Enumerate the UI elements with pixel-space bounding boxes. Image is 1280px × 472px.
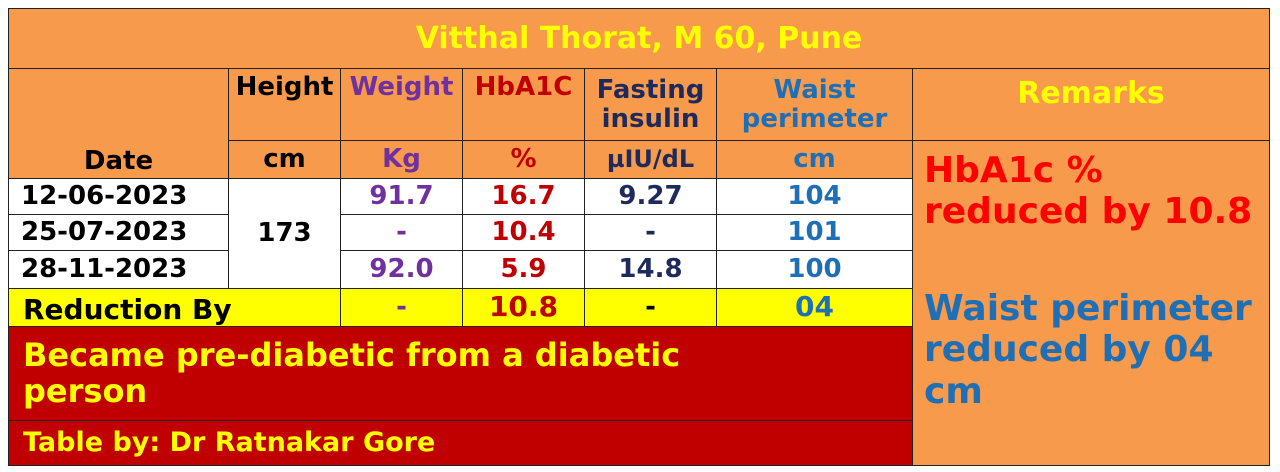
row-3-weight: 92.0 — [340, 250, 463, 289]
row-2-weight: - — [340, 214, 463, 251]
height-value: 173 — [228, 178, 341, 289]
header-height: Height — [228, 68, 341, 141]
summary-banner: Became pre-diabetic from a diabetic pers… — [8, 326, 913, 421]
unit-height: cm — [228, 140, 341, 179]
row-1-hba1c: 16.7 — [462, 178, 585, 215]
reduction-label: Reduction By — [8, 288, 341, 327]
header-remarks: Remarks — [912, 68, 1270, 141]
unit-insulin: µIU/dL — [584, 140, 717, 179]
reduction-insulin: - — [584, 288, 717, 327]
unit-hba1c: % — [462, 140, 585, 179]
title-row: Vitthal Thorat, M 60, Pune — [8, 8, 1270, 69]
row-1-date: 12-06-2023 — [8, 178, 229, 215]
row-1-weight: 91.7 — [340, 178, 463, 215]
remarks-panel — [912, 140, 1270, 466]
header-hba1c: HbA1C — [462, 68, 585, 141]
unit-weight: Kg — [340, 140, 463, 179]
row-2-insulin: - — [584, 214, 717, 251]
reduction-weight: - — [340, 288, 463, 327]
remark-waist: Waist perimeter reduced by 04 cm — [924, 288, 1252, 412]
header-weight: Weight — [340, 68, 463, 141]
row-2-waist: 101 — [716, 214, 913, 251]
row-3-hba1c: 5.9 — [462, 250, 585, 289]
row-3-waist: 100 — [716, 250, 913, 289]
reduction-hba1c: 10.8 — [462, 288, 585, 327]
row-1-insulin: 9.27 — [584, 178, 717, 215]
row-3-date: 28-11-2023 — [8, 250, 229, 289]
header-insulin: Fasting insulin — [584, 68, 717, 141]
credit: Table by: Dr Ratnakar Gore — [8, 420, 913, 466]
unit-waist: cm — [716, 140, 913, 179]
remark-hba1c: HbA1c % reduced by 10.8 — [924, 150, 1253, 233]
reduction-waist: 04 — [716, 288, 913, 327]
header-waist: Waist perimeter — [716, 68, 913, 141]
row-1-waist: 104 — [716, 178, 913, 215]
row-3-insulin: 14.8 — [584, 250, 717, 289]
row-2-hba1c: 10.4 — [462, 214, 585, 251]
row-2-date: 25-07-2023 — [8, 214, 229, 251]
header-date: Date — [8, 68, 229, 179]
